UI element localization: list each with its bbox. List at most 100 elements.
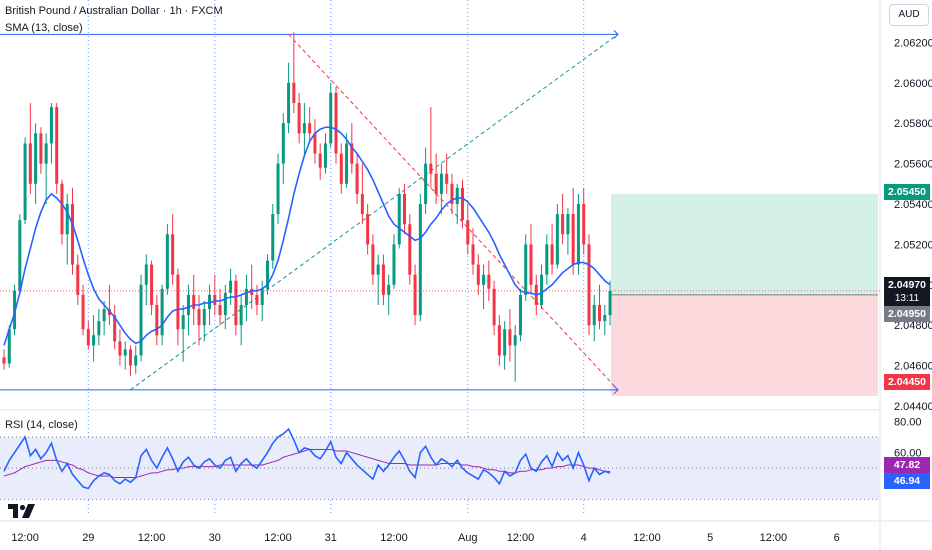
candles-layer xyxy=(0,32,880,382)
candle-body xyxy=(197,309,201,326)
chart-title[interactable]: British Pound / Australian Dollar · 1h ·… xyxy=(5,5,223,17)
candle-body xyxy=(424,163,428,204)
candle-body xyxy=(271,214,275,261)
candle-body xyxy=(439,173,443,194)
rsi-tick-label: 80.00 xyxy=(894,416,922,428)
rsi-ma-line xyxy=(3,448,611,479)
candle-body xyxy=(434,173,438,194)
candle-body xyxy=(208,294,212,310)
candle-body xyxy=(308,123,312,134)
candle-body xyxy=(244,288,248,305)
candle-body xyxy=(118,341,122,356)
candle-body xyxy=(60,183,64,235)
candle-body xyxy=(113,315,117,342)
candle-body xyxy=(7,329,11,364)
candle-body xyxy=(381,264,385,295)
sma-line xyxy=(3,126,611,346)
candle-body xyxy=(150,264,154,305)
price-tick-label: 2.05600 xyxy=(894,159,932,171)
candle-body xyxy=(603,315,607,322)
candle-body xyxy=(250,288,254,295)
candle-body xyxy=(598,304,602,322)
candle-body xyxy=(128,349,132,366)
candle-body xyxy=(576,204,580,265)
candle-body xyxy=(39,133,43,164)
candle-body xyxy=(160,288,164,336)
candle-body xyxy=(239,304,243,326)
take-profit-badge: 2.05450 xyxy=(884,184,930,200)
sma-legend[interactable]: SMA (13, close) xyxy=(5,22,83,34)
candle-body xyxy=(255,294,259,305)
currency-button[interactable]: AUD xyxy=(889,4,929,26)
time-tick-label: 12:00 xyxy=(138,532,166,544)
candle-body xyxy=(65,204,69,235)
candle-body xyxy=(23,143,27,221)
time-tick-label: 5 xyxy=(707,532,713,544)
candle-body xyxy=(571,214,575,265)
candle-body xyxy=(313,133,317,154)
candle-body xyxy=(34,133,38,184)
candle-body xyxy=(429,163,433,174)
candle-body xyxy=(339,153,343,184)
candle-body xyxy=(592,304,596,326)
price-tick-label: 2.05400 xyxy=(894,199,932,211)
time-tick-label: 4 xyxy=(581,532,587,544)
candle-body xyxy=(223,292,227,316)
candle-body xyxy=(218,304,222,316)
time-tick-label: 12:00 xyxy=(507,532,535,544)
tradingview-logo-icon[interactable] xyxy=(8,502,38,520)
candle-body xyxy=(413,274,417,316)
rsi-legend[interactable]: RSI (14, close) xyxy=(5,419,78,431)
candle-body xyxy=(55,107,59,184)
candle-body xyxy=(350,143,354,164)
price-tick-label: 2.06200 xyxy=(894,37,932,49)
candle-body xyxy=(555,214,559,265)
rsi-ma-badge: 47.82 xyxy=(884,457,930,473)
candle-body xyxy=(144,264,148,285)
candle-body xyxy=(181,315,185,330)
candle-body xyxy=(266,260,269,289)
candle-body xyxy=(455,187,459,204)
loss-zone xyxy=(611,294,878,396)
candle-body xyxy=(476,264,480,285)
time-tick-label: 12:00 xyxy=(264,532,292,544)
candle-body xyxy=(102,309,106,322)
candle-body xyxy=(513,335,517,346)
candle-body xyxy=(134,355,138,366)
candle-body xyxy=(192,294,196,310)
candle-body xyxy=(76,264,80,295)
candle-body xyxy=(408,224,412,275)
candle-body xyxy=(460,187,464,221)
candle-body xyxy=(281,123,285,164)
candle-body xyxy=(234,280,238,326)
axis-layer[interactable]: 2.06200 2.06000 2.05800 2.05600 2.05400 2.052… xyxy=(11,37,932,544)
drawings-layer[interactable] xyxy=(0,29,619,395)
countdown-badge: 13:11 xyxy=(884,291,930,307)
candle-body xyxy=(71,204,75,265)
candle-body xyxy=(323,143,327,168)
candle-body xyxy=(508,329,512,346)
candle-body xyxy=(397,193,401,245)
candle-body xyxy=(213,294,217,305)
candle-body xyxy=(49,107,53,144)
candle-body xyxy=(466,220,470,245)
price-tick-label: 2.05200 xyxy=(894,239,932,251)
price-tick-label: 2.06000 xyxy=(894,78,932,90)
candle-body xyxy=(355,163,359,194)
time-tick-label: 31 xyxy=(325,532,337,544)
candle-body xyxy=(171,234,175,275)
candle-body xyxy=(529,244,533,285)
candle-body xyxy=(318,153,322,168)
candle-body xyxy=(587,244,591,326)
candle-body xyxy=(497,325,501,356)
sma-layer xyxy=(3,126,611,346)
channel-arrow-0 xyxy=(613,29,619,39)
candle-body xyxy=(297,103,301,134)
candle-body xyxy=(229,280,233,293)
time-tick-label: 12:00 xyxy=(11,532,39,544)
candle-body xyxy=(176,274,180,330)
rsi-tick-label: 60.00 xyxy=(894,448,922,460)
candle-body xyxy=(97,321,101,336)
